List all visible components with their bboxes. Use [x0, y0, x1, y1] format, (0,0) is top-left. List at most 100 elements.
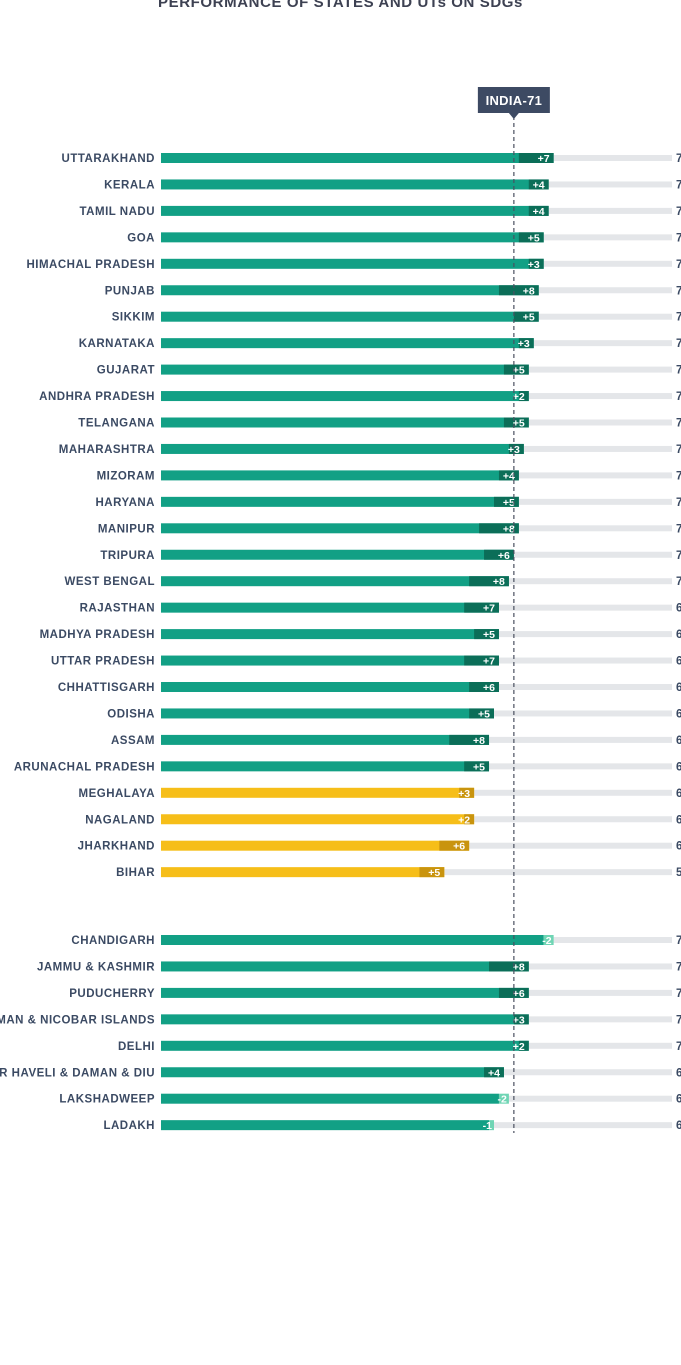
ut-score-label: 66 [676, 1120, 681, 1132]
state-track [498, 631, 672, 638]
india-reference-pointer [508, 113, 519, 119]
ut-change-segment [498, 1093, 509, 1104]
state-label: MADHYA PRADESH [40, 629, 155, 641]
ut-change-segment [518, 1040, 529, 1051]
state-change-label: +4 [503, 470, 515, 482]
state-label: MEGHALAYA [79, 788, 156, 800]
state-bar [161, 417, 529, 428]
ut-change-segment [489, 1120, 494, 1131]
state-bar [161, 285, 539, 296]
state-track [518, 498, 672, 505]
state-label: GOA [127, 232, 155, 244]
ut-track [528, 989, 672, 996]
state-label: RAJASTHAN [80, 603, 155, 615]
state-change-label: +3 [508, 444, 520, 456]
state-bar [161, 364, 529, 375]
state-label: WEST BENGAL [65, 576, 155, 588]
ut-change-segment [513, 1014, 529, 1025]
state-score-label: 72 [676, 523, 681, 535]
state-label: JHARKHAND [78, 841, 155, 853]
ut-label: CHANDIGARH [71, 935, 155, 947]
state-change-segment [518, 391, 529, 402]
state-bar [161, 629, 499, 640]
ut-change-label: -2 [542, 935, 551, 947]
ut-change-label: +6 [513, 988, 525, 1000]
state-change-label: +2 [458, 814, 470, 826]
state-label: GUJARAT [97, 365, 155, 377]
ut-track [528, 963, 672, 970]
state-score-label: 68 [676, 656, 681, 668]
state-bar [161, 205, 549, 216]
ut-track [498, 1095, 672, 1102]
state-score-label: 72 [676, 470, 681, 482]
state-bar [161, 576, 509, 587]
state-score-label: 63 [676, 814, 681, 826]
state-bar [161, 867, 445, 878]
ut-label: LADAKH [103, 1120, 155, 1132]
state-change-segment [439, 840, 470, 851]
state-score-label: 57 [676, 867, 681, 879]
state-score-label: 79 [676, 153, 681, 165]
state-score-label: 66 [676, 735, 681, 747]
state-track [513, 551, 672, 558]
state-label: NAGALAND [85, 814, 155, 826]
state-change-label: +8 [473, 735, 485, 747]
ut-change-segment [489, 961, 529, 972]
state-change-label: +2 [513, 391, 525, 403]
ut-change-label: +2 [513, 1041, 525, 1053]
state-change-label: +3 [518, 338, 530, 350]
state-bar [161, 708, 494, 719]
state-track [548, 207, 672, 214]
state-bar [161, 311, 539, 322]
state-score-label: 74 [676, 418, 681, 430]
ut-track [528, 1042, 672, 1049]
state-score-label: 74 [676, 391, 681, 403]
ut-label: JAMMU & KASHMIR [37, 961, 155, 973]
state-label: UTTAR PRADESH [51, 656, 155, 668]
state-label: KERALA [104, 179, 155, 191]
state-label: TAMIL NADU [80, 206, 155, 218]
state-change-label: +7 [538, 153, 550, 165]
state-track [498, 657, 672, 664]
ut-score-label: 69 [676, 1067, 681, 1079]
state-change-segment [493, 496, 519, 507]
state-track [528, 419, 672, 426]
ut-change-label: +3 [513, 1014, 525, 1026]
state-score-label: 68 [676, 682, 681, 694]
state-bar [161, 470, 519, 481]
ut-label: DADRA & NAGAR HAVELI & DAMAN & DIU [0, 1067, 155, 1079]
state-track [518, 472, 672, 479]
state-score-label: 71 [676, 550, 681, 562]
state-track [533, 340, 672, 347]
state-bar [161, 232, 544, 243]
state-change-segment [474, 629, 499, 640]
state-track [489, 763, 672, 770]
state-change-label: +6 [453, 841, 465, 853]
state-change-segment [518, 153, 554, 163]
state-change-segment [469, 682, 499, 692]
state-score-label: 73 [676, 444, 681, 456]
state-track [469, 842, 672, 849]
state-track [538, 287, 672, 294]
state-bar [161, 179, 549, 190]
state-score-label: 77 [676, 232, 681, 244]
ut-bar [161, 961, 529, 972]
ut-score-label: 74 [676, 961, 681, 973]
state-score-label: 72 [676, 497, 681, 509]
state-change-segment [469, 708, 494, 719]
ut-change-segment [484, 1067, 504, 1078]
state-track [498, 684, 672, 690]
state-change-label: +5 [483, 629, 495, 641]
state-score-label: 66 [676, 761, 681, 773]
state-label: BIHAR [116, 867, 155, 879]
state-change-segment [419, 867, 445, 878]
ut-bar [161, 935, 544, 945]
ut-track [543, 937, 672, 943]
state-change-label: +5 [528, 232, 540, 244]
state-change-segment [528, 205, 549, 216]
ut-track [503, 1069, 672, 1076]
state-track [523, 445, 672, 452]
ut-label: LAKSHADWEEP [59, 1094, 155, 1106]
state-change-label: +5 [523, 312, 535, 324]
state-track [543, 234, 672, 241]
